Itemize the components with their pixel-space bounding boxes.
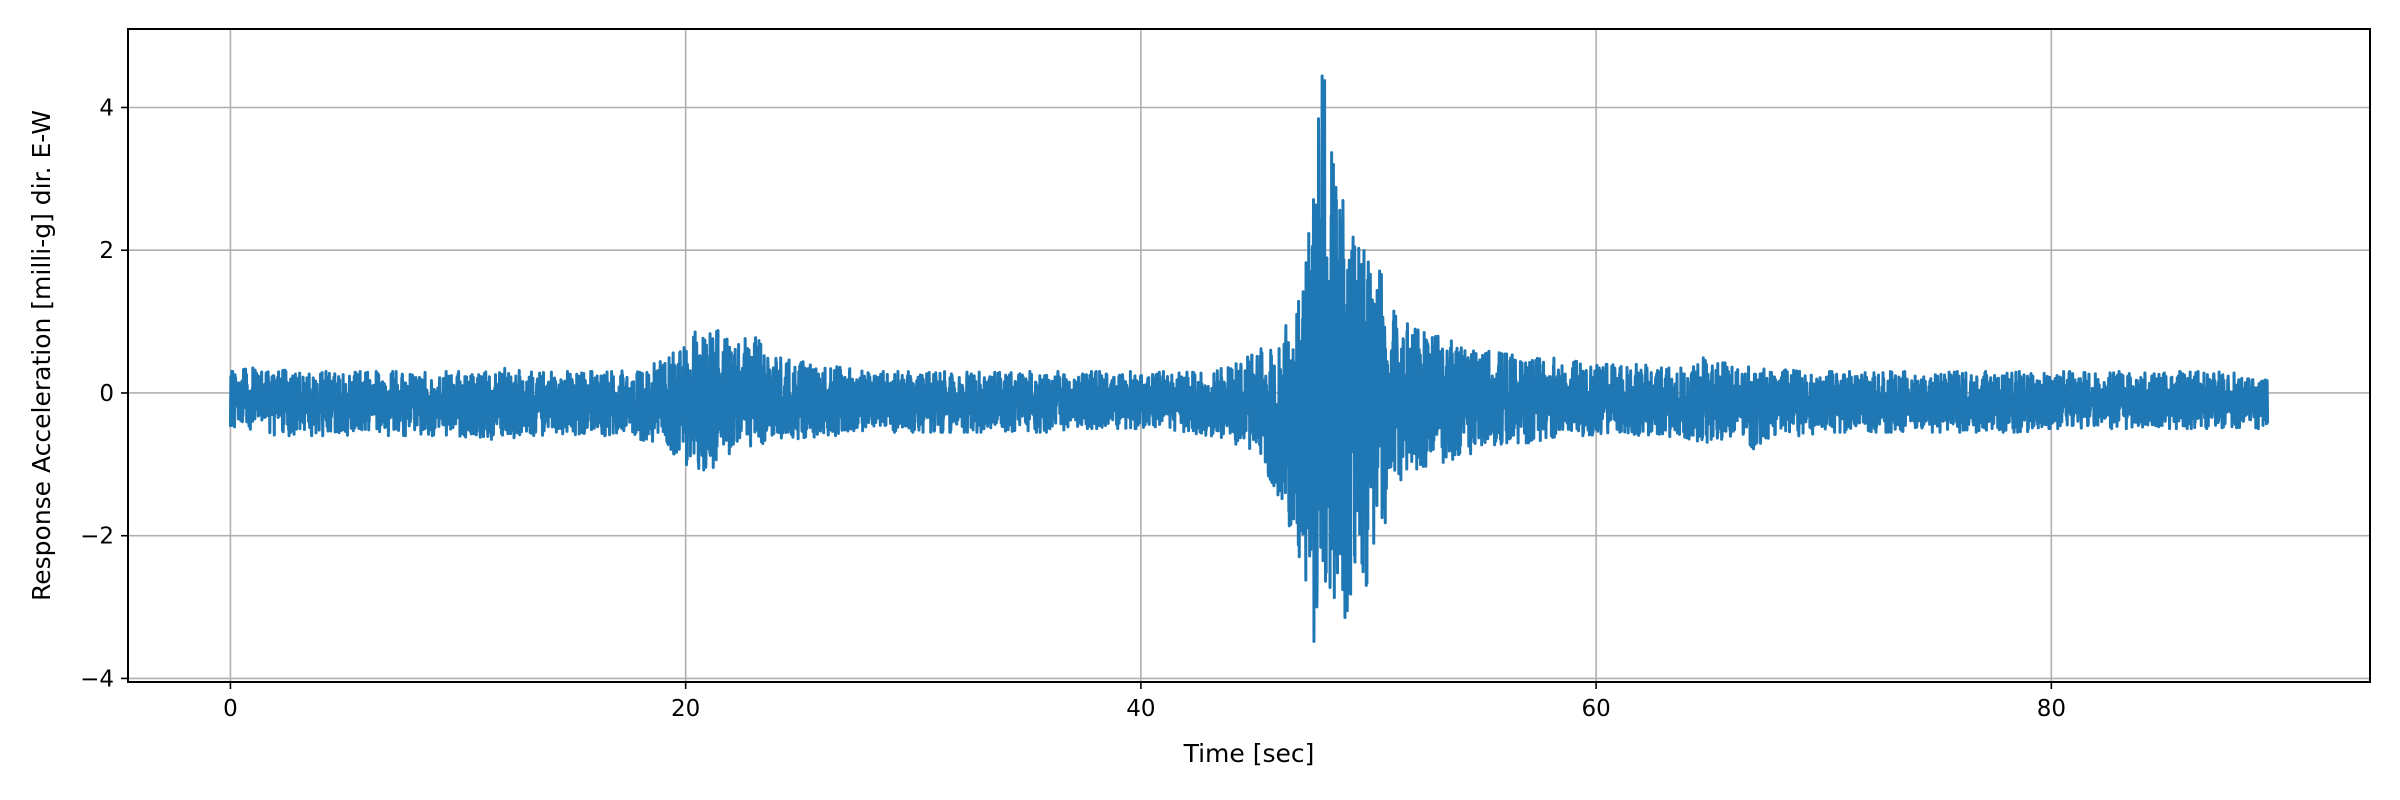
x-tick-label: 20 [671, 696, 700, 722]
plot-frame [127, 28, 2371, 683]
grid [128, 29, 2370, 682]
x-axis: 0 20 40 60 80 [223, 682, 2066, 722]
y-tick-label: −2 [80, 524, 114, 550]
y-tick-label: 4 [99, 96, 114, 122]
x-tick-label: 60 [1581, 696, 1610, 722]
y-axis: −4 −2 0 2 4 [80, 96, 128, 692]
y-tick-label: 2 [99, 238, 114, 264]
y-tick-label: −4 [80, 666, 114, 692]
y-axis-label: Response Acceleration [milli-g] dir. E-W [27, 110, 56, 601]
series-line-acceleration [228, 74, 2270, 643]
y-tick-label: 0 [99, 381, 114, 407]
plot-area [228, 74, 2270, 643]
x-tick-label: 40 [1126, 696, 1155, 722]
x-tick-label: 0 [223, 696, 238, 722]
x-tick-label: 80 [2037, 696, 2066, 722]
x-axis-label: Time [sec] [1183, 739, 1315, 768]
